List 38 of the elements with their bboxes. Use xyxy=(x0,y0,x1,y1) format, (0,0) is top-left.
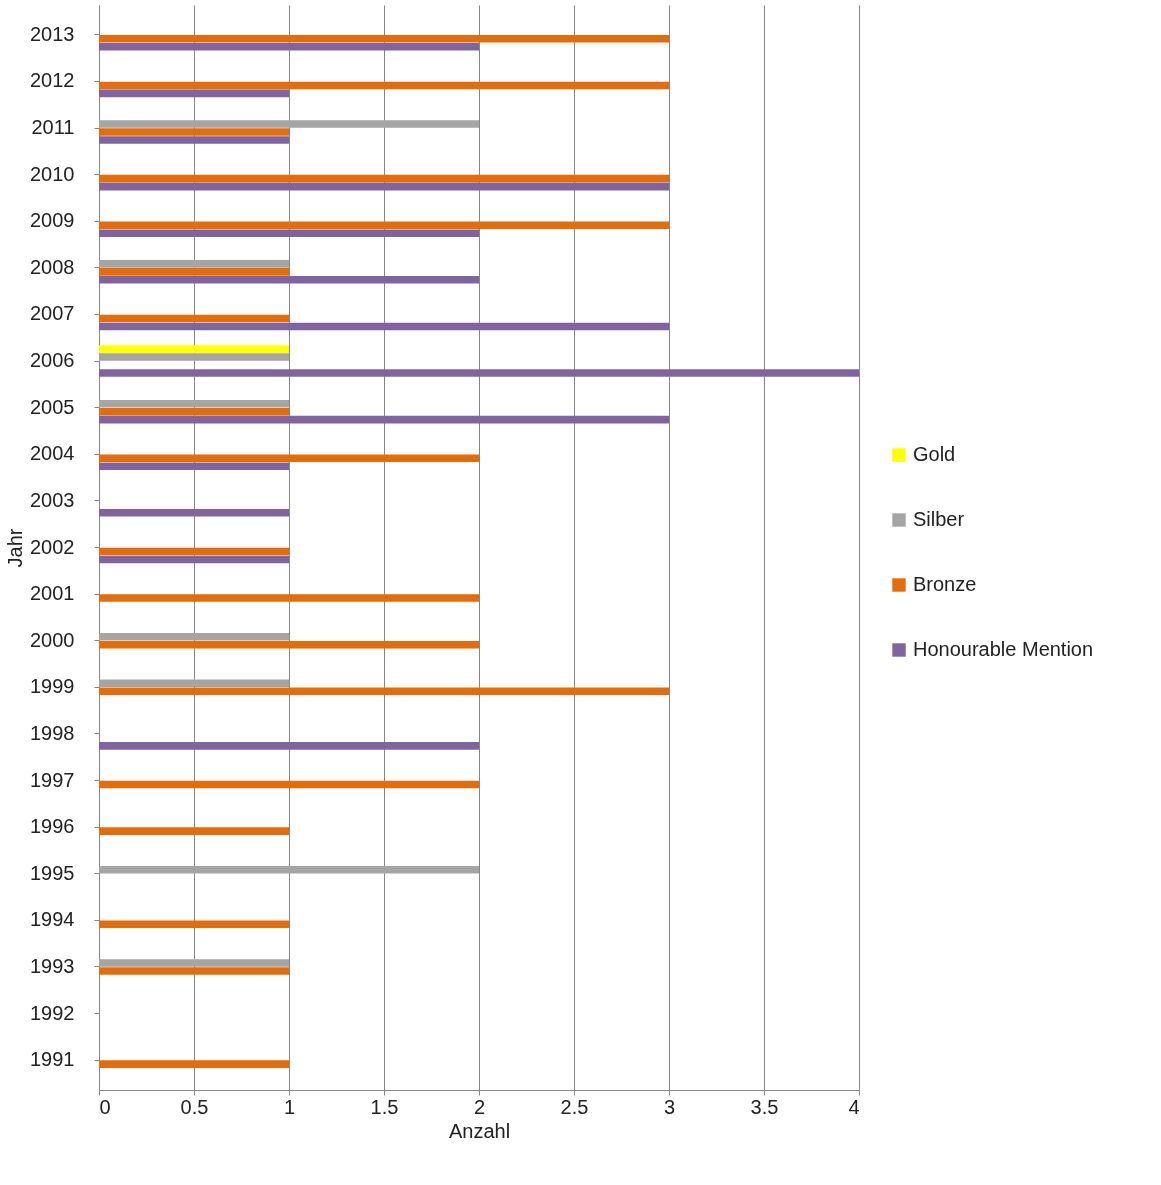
y-tick-label: 2001 xyxy=(30,582,75,605)
y-tick-label: 2005 xyxy=(30,395,75,418)
y-tick-label: 1994 xyxy=(30,908,75,931)
y-tick-label: 2004 xyxy=(30,442,75,465)
y-tick-label: 2007 xyxy=(30,302,75,325)
y-tick-label: 1996 xyxy=(30,815,75,838)
y-tick-label: 2002 xyxy=(30,535,75,558)
legend-label: Honourable Mention xyxy=(913,638,1094,660)
legend-label: Bronze xyxy=(913,573,977,595)
legend-label: Gold xyxy=(913,443,956,465)
x-axis-title: Anzahl xyxy=(448,1119,511,1142)
y-tick-label: 2009 xyxy=(30,209,75,232)
x-tick-label: 1 xyxy=(283,1095,296,1118)
x-tick-label: 2.5 xyxy=(560,1095,589,1118)
y-tick-label: 1998 xyxy=(30,721,75,744)
x-tick-label: 4 xyxy=(848,1095,860,1118)
y-tick-label: 2003 xyxy=(30,488,75,511)
y-tick-label: 2010 xyxy=(30,162,75,185)
x-tick-label: 0.5 xyxy=(180,1095,209,1118)
x-tick-label: 3 xyxy=(663,1095,676,1118)
y-tick-label: 2000 xyxy=(30,628,75,651)
y-tick-label: 1993 xyxy=(30,954,75,977)
x-tick-label: 3.5 xyxy=(750,1095,779,1118)
y-tick-label: 2013 xyxy=(30,22,75,45)
y-tick-label: 1995 xyxy=(30,861,75,884)
y-axis-title: Jahr xyxy=(4,528,27,568)
y-tick-label: 1991 xyxy=(30,1048,75,1071)
y-tick-label: 2012 xyxy=(30,69,75,92)
y-tick-label: 2008 xyxy=(30,255,75,278)
y-tick-label: 1999 xyxy=(30,675,75,698)
y-tick-label: 1997 xyxy=(30,768,75,791)
x-tick-label: 0 xyxy=(99,1095,111,1118)
y-tick-label: 2006 xyxy=(30,349,75,372)
y-tick-label: 2011 xyxy=(31,116,75,139)
x-tick-label: 2 xyxy=(473,1095,486,1118)
x-tick-label: 1.5 xyxy=(370,1095,399,1118)
legend-label: Silber xyxy=(913,508,965,530)
y-tick-label: 1992 xyxy=(30,1001,75,1024)
